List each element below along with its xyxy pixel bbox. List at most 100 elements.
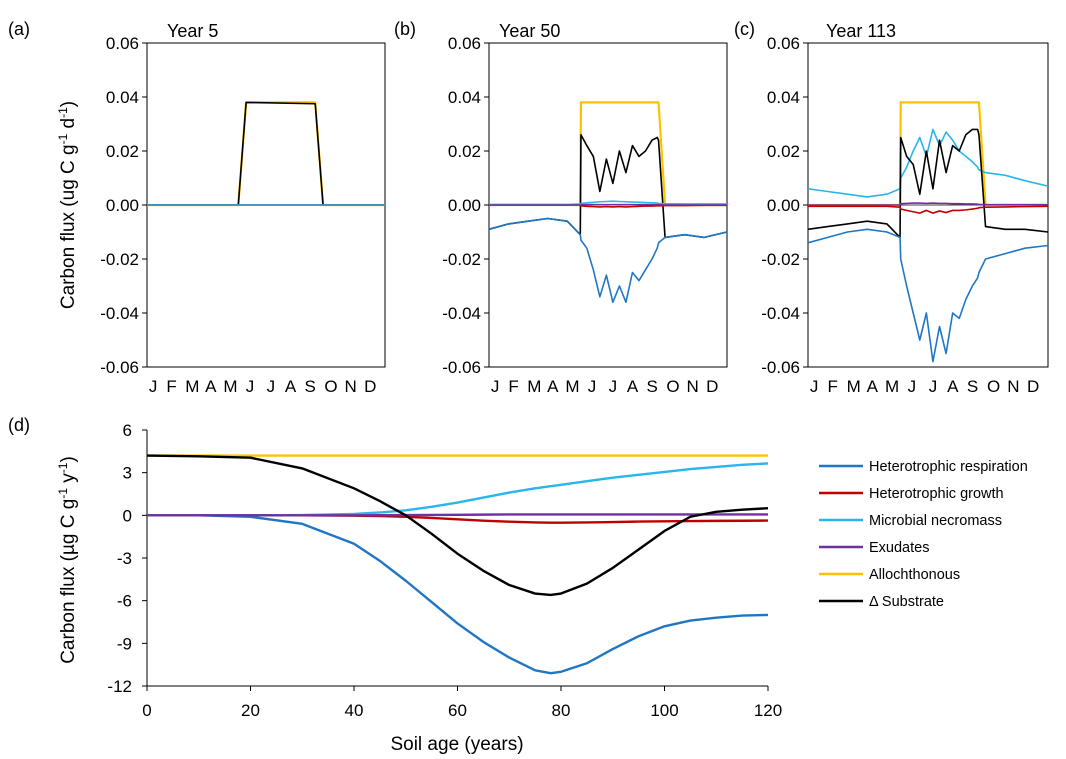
- x-tick-label: M: [527, 377, 541, 396]
- legend-item-exudates: Exudates: [819, 540, 929, 556]
- x-tick-label: S: [646, 377, 657, 396]
- series-line-microbial_necromass: [807, 128, 1049, 198]
- legend-label: Heterotrophic respiration: [869, 459, 1028, 475]
- x-tick-label: M: [847, 377, 861, 396]
- y-tick-label: 0.06: [448, 34, 481, 53]
- y-axis-label-top: Carbon flux (ug C g-1 d-1): [56, 101, 79, 309]
- series-line-delta_substrate: [147, 101, 385, 206]
- series-line-heterotrophic_respiration: [488, 217, 728, 304]
- y-tick-label: 0.00: [767, 196, 800, 215]
- x-tick-label: 80: [552, 701, 571, 720]
- x-tick-label: O: [666, 377, 679, 396]
- series-line-allochthonous: [808, 101, 1048, 207]
- x-tick-label: A: [205, 377, 217, 396]
- x-tick-label: A: [547, 377, 559, 396]
- legend-item-allochthonous: Allochthonous: [819, 567, 960, 583]
- x-tick-label: M: [885, 377, 899, 396]
- x-tick-label: 100: [650, 701, 678, 720]
- x-tick-label: D: [364, 377, 376, 396]
- x-axis-label: Soil age (years): [390, 734, 523, 755]
- series-line-allochthonous: [489, 101, 727, 207]
- x-tick-label: J: [267, 377, 276, 396]
- y-label-text: d: [58, 118, 79, 134]
- x-tick-label: D: [706, 377, 718, 396]
- series-line-exudates: [808, 202, 1048, 206]
- panel-letter: (b): [394, 19, 416, 39]
- y-tick-label: 3: [123, 464, 132, 483]
- y-tick-label: -0.02: [100, 250, 139, 269]
- legend-label: Exudates: [869, 540, 929, 556]
- x-tick-label: S: [304, 377, 315, 396]
- series-line-microbial_necromass: [147, 462, 769, 517]
- y-tick-label: -0.04: [100, 304, 139, 323]
- x-tick-label: J: [810, 377, 819, 396]
- panel-letter: (c): [734, 19, 755, 39]
- legend: Heterotrophic respiration Heterotrophic g…: [819, 459, 1028, 610]
- series-line-exudates: [147, 513, 768, 517]
- legend-item-delta_substrate: Δ Substrate: [819, 594, 944, 610]
- legend-label: Heterotrophic growth: [869, 486, 1004, 502]
- x-tick-label: M: [223, 377, 237, 396]
- x-tick-label: F: [166, 377, 176, 396]
- x-tick-label: 40: [345, 701, 364, 720]
- x-tick-label: J: [588, 377, 597, 396]
- x-tick-label: A: [947, 377, 959, 396]
- y-tick-label: -0.06: [100, 358, 139, 377]
- y-tick-label: 0.06: [106, 34, 139, 53]
- panel-d: 6 3 0 -3 -6 -9 -12 0 20 40 60 80 100 120 Soil age (yea…: [8, 415, 782, 755]
- x-tick-label: J: [149, 377, 158, 396]
- y-label-text: ): [58, 101, 79, 107]
- x-tick-label: J: [609, 377, 618, 396]
- y-axis-label-bottom: Carbon flux (µg C g-1 y-1): [56, 456, 79, 664]
- x-tick-label: D: [1027, 377, 1039, 396]
- y-tick-label: 0.04: [767, 88, 800, 107]
- x-tick-label: N: [687, 377, 699, 396]
- y-tick-label: -0.04: [761, 304, 800, 323]
- x-tick-label: 60: [448, 701, 467, 720]
- y-tick-label: -0.02: [442, 250, 481, 269]
- y-tick-label: -0.02: [761, 250, 800, 269]
- panel-a: 0.060.040.020.00-0.02-0.04-0.06J F M A M J J A S…: [8, 19, 386, 396]
- x-tick-label: M: [565, 377, 579, 396]
- x-tick-label: J: [491, 377, 500, 396]
- x-tick-label: 120: [754, 701, 782, 720]
- panel-letter: (a): [8, 19, 30, 39]
- y-tick-label: 0.02: [106, 142, 139, 161]
- y-tick-label: 0.04: [448, 88, 481, 107]
- panel-letter: (d): [8, 415, 30, 435]
- y-tick-label: 0: [123, 506, 132, 525]
- x-tick-label: J: [908, 377, 917, 396]
- y-label-superscript: -1: [56, 462, 70, 473]
- y-tick-label: 0.02: [448, 142, 481, 161]
- series-line-delta_substrate: [146, 454, 769, 597]
- x-tick-label: N: [1007, 377, 1019, 396]
- legend-item-heterotrophic_respiration: Heterotrophic respiration: [819, 459, 1028, 475]
- x-tick-label: A: [867, 377, 879, 396]
- y-tick-label: -0.06: [442, 358, 481, 377]
- y-label-text: Carbon flux (ug C g: [58, 144, 79, 309]
- y-tick-label: 0.06: [767, 34, 800, 53]
- legend-label: Δ Substrate: [869, 594, 944, 610]
- x-tick-label: 0: [142, 701, 151, 720]
- y-label-text: Carbon flux (µg C g: [58, 499, 79, 664]
- x-tick-label: F: [508, 377, 518, 396]
- y-tick-label: 6: [123, 421, 132, 440]
- panel-c: 0.060.040.020.00-0.02-0.04-0.06J F M A M J J A S…: [734, 19, 1049, 396]
- x-tick-label: M: [185, 377, 199, 396]
- x-tick-label: 20: [241, 701, 260, 720]
- x-tick-label: O: [324, 377, 337, 396]
- panel-b: 0.060.040.020.00-0.02-0.04-0.06J F M A M J J A S…: [394, 19, 728, 396]
- legend-label: Allochthonous: [869, 567, 960, 583]
- y-tick-label: 0.04: [106, 88, 139, 107]
- legend-item-heterotrophic_growth: Heterotrophic growth: [819, 486, 1004, 502]
- chart-title: Year 113: [826, 21, 896, 41]
- chart-title: Year 50: [499, 21, 560, 41]
- legend-label: Microbial necromass: [869, 513, 1002, 529]
- top-panels: 0.060.040.020.00-0.02-0.04-0.06J F M A M J J A S…: [8, 19, 1049, 396]
- y-tick-label: -9: [117, 634, 132, 653]
- x-tick-label: A: [627, 377, 639, 396]
- y-tick-label: -12: [107, 677, 132, 696]
- y-label-text: ): [58, 456, 79, 462]
- y-tick-label: 0.00: [448, 196, 481, 215]
